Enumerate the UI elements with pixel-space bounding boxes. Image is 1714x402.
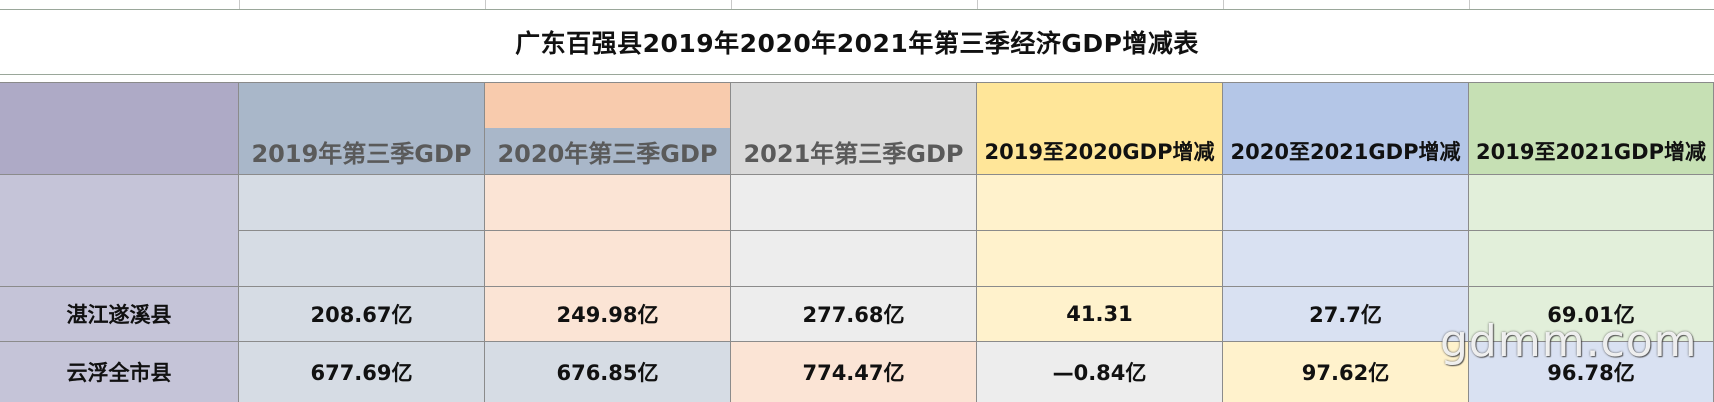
empty-cell <box>731 231 977 287</box>
empty-cell <box>977 175 1223 231</box>
table-cell: 97.62亿 <box>1223 342 1469 402</box>
empty-cell <box>239 231 485 287</box>
column-divider <box>1469 0 1470 9</box>
empty-cell <box>977 231 1223 287</box>
empty-cell <box>1223 175 1469 231</box>
column-header: 2019至2021GDP增减 <box>1469 128 1714 175</box>
table-cell: 676.85亿 <box>485 342 731 402</box>
table-cell: 41.31 <box>977 287 1223 342</box>
table-cell: 277.68亿 <box>731 287 977 342</box>
table-cell: 249.98亿 <box>485 287 731 342</box>
column-divider <box>239 0 240 9</box>
header-band <box>1223 83 1469 128</box>
table-cell: 27.7亿 <box>1223 287 1469 342</box>
header-band <box>731 83 977 128</box>
column-header: 2020至2021GDP增减 <box>1223 128 1469 175</box>
empty-cell <box>239 175 485 231</box>
column-header: 2021年第三季GDP <box>731 128 977 175</box>
table-cell: 774.47亿 <box>731 342 977 402</box>
header-corner-cell <box>0 83 239 175</box>
table-cell: 677.69亿 <box>239 342 485 402</box>
table-cell: 208.67亿 <box>239 287 485 342</box>
header-band <box>1469 83 1714 128</box>
empty-cell <box>1469 231 1714 287</box>
top-strip <box>0 0 1714 10</box>
header-band <box>485 83 731 128</box>
row-label: 云浮全市县 <box>0 342 239 402</box>
column-divider <box>731 0 732 9</box>
empty-cell <box>1469 175 1714 231</box>
table-cell: —0.84亿 <box>977 342 1223 402</box>
header-band <box>239 83 485 128</box>
table-cell: 69.01亿 <box>1469 287 1714 342</box>
empty-cell <box>731 175 977 231</box>
empty-cell <box>1223 231 1469 287</box>
column-divider <box>485 0 486 9</box>
table-cell: 96.78亿 <box>1469 342 1714 402</box>
spacer <box>0 75 1714 83</box>
empty-cell <box>485 231 731 287</box>
header-band <box>977 83 1223 128</box>
column-header: 2019至2020GDP增减 <box>977 128 1223 175</box>
column-divider <box>1223 0 1224 9</box>
table-title: 广东百强县2019年2020年2021年第三季经济GDP增减表 <box>0 10 1714 75</box>
column-divider <box>977 0 978 9</box>
column-header: 2020年第三季GDP <box>485 128 731 175</box>
row-label: 湛江遂溪县 <box>0 287 239 342</box>
empty-cell <box>485 175 731 231</box>
label-empty-cell <box>0 175 239 287</box>
column-header: 2019年第三季GDP <box>239 128 485 175</box>
watermark: gdmm.com <box>1440 316 1698 367</box>
